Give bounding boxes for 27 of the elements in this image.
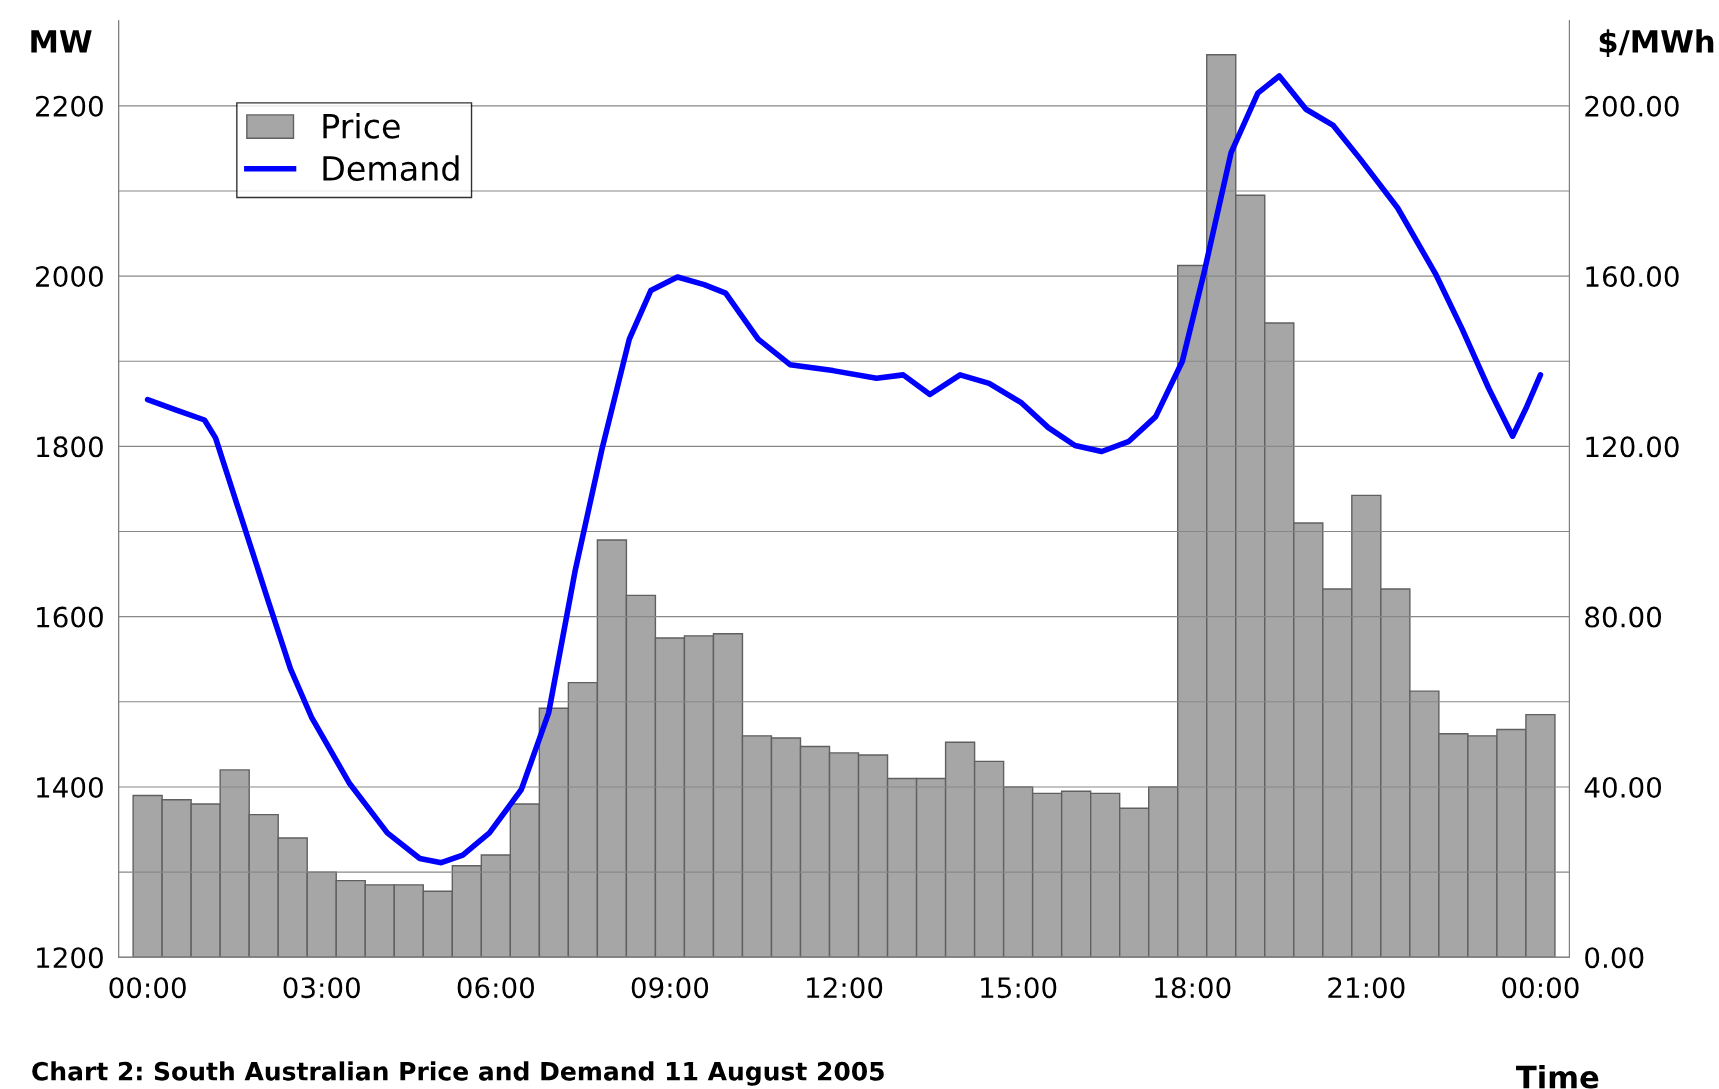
y2-tick-label: 120.00 (1586, 436, 1679, 458)
x-tick-label: 09:00 (631, 977, 709, 999)
y-tick-label: 1200 (37, 947, 103, 969)
x-tick-label: 03:00 (283, 977, 360, 999)
y2-tick-label: 0.00 (1585, 947, 1644, 969)
y2-tick-label: 80.00 (1585, 606, 1662, 628)
y-tick-label: 1600 (37, 606, 103, 628)
y-tick-label: 2200 (36, 95, 103, 117)
legend-label: Price (323, 112, 400, 139)
x-tick-label: 21:00 (1328, 977, 1405, 999)
x-tick-label: 18:00 (1155, 977, 1231, 999)
x-tick-label: 15:00 (981, 977, 1057, 999)
y2-tick-label: 200.00 (1585, 95, 1679, 117)
x-tick-label: 00:00 (1502, 977, 1579, 999)
x-tick-label: 06:00 (457, 977, 535, 999)
x-tick-label: 12:00 (807, 977, 883, 999)
y-tick-label: 1800 (37, 436, 103, 458)
y2-tick-label: 40.00 (1584, 776, 1662, 798)
y2-axis-title: $/MWh (1599, 29, 1714, 58)
y2-tick-label: 160.00 (1586, 266, 1679, 288)
y-tick-label: 2000 (36, 266, 103, 288)
x-tick-label: 00:00 (109, 977, 186, 999)
legend-label: Demand (323, 155, 459, 181)
y-axis-title: MW (31, 30, 92, 53)
y-tick-label: 1400 (37, 776, 103, 798)
x-axis-title: Time (1516, 1064, 1599, 1089)
caption: Chart 2: South Australian Price and Demand 11 August 2005 (32, 1061, 884, 1086)
